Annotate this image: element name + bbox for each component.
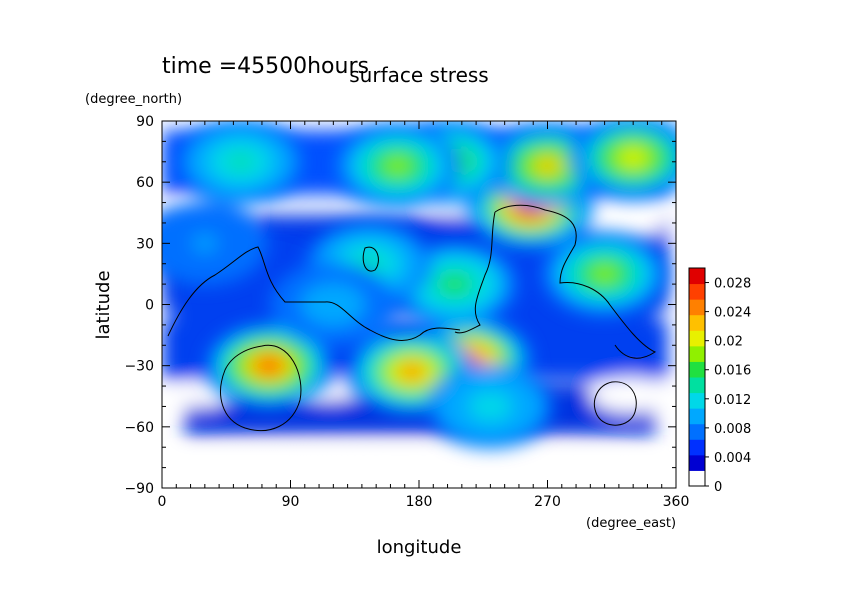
y-tick-labels: 90 60 30 0 −30 −60 −90 — [124, 114, 154, 497]
colorbar-swatch — [689, 314, 705, 331]
continent-outline — [454, 211, 496, 334]
stress-hotspot — [478, 398, 503, 415]
stress-hotspot — [257, 357, 282, 374]
x-tick-label: 360 — [663, 494, 690, 510]
colorbar-tick-label: 0.008 — [714, 422, 751, 437]
calm-region — [162, 450, 660, 488]
y-tick-label: 60 — [136, 175, 154, 191]
chart-title: surface stress — [349, 63, 488, 87]
y-axis-label: latitude — [93, 270, 114, 339]
stress-hotspot — [192, 235, 217, 252]
continent-outline — [362, 246, 379, 272]
calm-region — [170, 383, 230, 407]
stress-hotspot — [399, 363, 424, 380]
x-tick-label: 180 — [406, 494, 433, 510]
y-tick-label: −60 — [124, 420, 154, 436]
colorbar-tick-label: 0.016 — [714, 364, 751, 379]
calm-region — [575, 200, 665, 240]
colorbar-tick-label: 0.024 — [714, 306, 751, 321]
stress-hotspot — [442, 276, 467, 293]
colorbar-tick-label: 0.004 — [714, 451, 751, 466]
hotspot-group — [162, 121, 676, 449]
stress-hotspot — [621, 149, 646, 166]
colorbar — [688, 267, 706, 487]
colorbar-swatch — [689, 377, 705, 394]
colorbar-tick-label: 0.012 — [714, 393, 751, 408]
colorbar-swatch — [689, 392, 705, 409]
stress-hotspot — [321, 296, 346, 313]
x-tick-label: 0 — [158, 494, 167, 510]
y-tick-label: 30 — [136, 236, 154, 252]
colorbar-swatch — [689, 268, 705, 285]
continent-outline — [167, 246, 461, 341]
colorbar-swatch — [689, 423, 705, 440]
x-axis-label: longitude — [377, 537, 462, 558]
y-tick-label: −30 — [124, 359, 154, 375]
x-tick-label: 270 — [534, 494, 561, 510]
colorbar-frame — [688, 267, 706, 487]
colorbar-swatch — [689, 345, 705, 362]
x-tick-labels: 0 90 180 270 360 — [158, 494, 690, 510]
stress-hotspot — [592, 265, 617, 282]
colorbar-tick-label: 0 — [714, 480, 722, 495]
colorbar-swatch — [689, 299, 705, 316]
colorbar-swatch — [689, 408, 705, 425]
x-tick-label: 90 — [282, 494, 300, 510]
colorbar-tick-label: 0.02 — [714, 335, 743, 350]
colorbar-swatch — [689, 454, 705, 471]
y-tick-label: 0 — [145, 298, 154, 314]
y-tick-label: 90 — [136, 114, 154, 130]
y-units-label: (degree_north) — [85, 92, 182, 107]
hotspot-layer — [162, 121, 676, 449]
time-label: time =45500hours — [162, 54, 369, 79]
colorbar-swatch — [689, 330, 705, 347]
colorbar-swatch — [689, 283, 705, 300]
stress-hotspot — [385, 157, 410, 174]
colorbar-labels: 0 0.004 0.008 0.012 0.016 0.02 0.024 0.028 — [705, 277, 751, 495]
continent-outline — [220, 344, 302, 432]
continent-outlines — [167, 204, 657, 432]
axis-ticks — [161, 120, 677, 489]
stress-hotspot — [535, 157, 560, 174]
stress-hotspot — [228, 153, 253, 170]
calm-region — [590, 377, 670, 413]
plot-area — [162, 121, 676, 488]
continent-outline — [494, 204, 657, 359]
continent-outline — [593, 381, 637, 426]
x-units-label: (degree_east) — [586, 516, 676, 531]
colorbar-tick-label: 0.028 — [714, 277, 751, 292]
colorbar-swatch — [689, 439, 705, 456]
y-tick-label: −90 — [124, 481, 154, 497]
colorbar-swatch — [689, 470, 705, 487]
colorbar-swatch — [689, 361, 705, 378]
